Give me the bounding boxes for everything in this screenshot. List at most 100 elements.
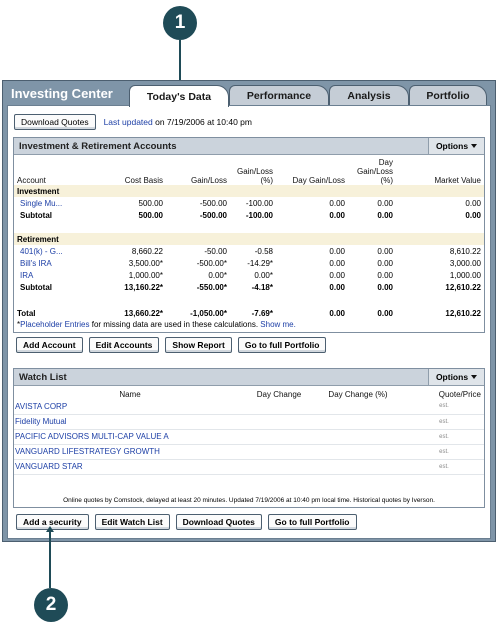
accounts-panel-header: Investment & Retirement Accounts Options <box>14 138 484 155</box>
account-link[interactable]: IRA <box>20 270 34 280</box>
gain-loss-pct-cell: 0.00* <box>254 270 273 280</box>
market-value-cell: 12,610.22 <box>445 282 481 292</box>
chevron-down-icon <box>471 144 478 148</box>
table-row[interactable]: Single Mu... 500.00 -500.00 -100.00 0.00… <box>14 197 484 209</box>
show-report-button[interactable]: Show Report <box>165 337 232 353</box>
col-cost-basis: Cost Basis <box>124 176 163 185</box>
gain-loss-cell: -1,050.00* <box>190 308 227 318</box>
table-row[interactable]: AVISTA CORP est. <box>14 399 484 414</box>
table-row[interactable]: Fidelity Mutual est. <box>14 414 484 429</box>
tab-analysis[interactable]: Analysis <box>329 85 409 106</box>
spacer-row <box>14 293 484 307</box>
table-row[interactable]: PACIFIC ADVISORS MULTI-CAP VALUE A est. <box>14 429 484 444</box>
security-link[interactable]: Fidelity Mutual <box>15 417 67 426</box>
est-label: est. <box>439 403 449 410</box>
col-market-value: Market Value <box>434 176 481 185</box>
footnote-text: for missing data are used in these calcu… <box>91 320 259 329</box>
accounts-options-button[interactable]: Options <box>428 138 484 154</box>
watch-list-options-button[interactable]: Options <box>428 369 484 385</box>
investing-center-window: Investing Center Today's Data Performanc… <box>2 80 496 542</box>
app-title: Investing Center <box>11 86 113 101</box>
col-day-gain-loss: Day Gain/Loss <box>292 176 345 185</box>
spacer-row <box>14 221 484 233</box>
col-gain-loss-pct: Gain/Loss (%) <box>236 167 273 185</box>
table-row[interactable]: 401(k) - G... 8,660.22 -50.00 -0.58 0.00… <box>14 245 484 257</box>
table-row[interactable]: Bill's IRA 3,500.00* -500.00* -14.29* 0.… <box>14 257 484 269</box>
gain-loss-cell: 0.00* <box>208 270 227 280</box>
watch-list-button-row: Add a security Edit Watch List Download … <box>16 514 357 530</box>
day-gain-loss-cell: 0.00 <box>329 308 345 318</box>
day-gain-loss-cell: 0.00 <box>329 246 345 256</box>
security-link[interactable]: VANGUARD STAR <box>15 462 83 471</box>
placeholder-entries-link[interactable]: Placeholder Entries <box>20 320 90 329</box>
group-row-retirement: Retirement <box>14 233 484 245</box>
gain-loss-pct-cell: -14.29* <box>247 258 273 268</box>
cost-basis-cell: 13,160.22* <box>124 282 163 292</box>
day-gain-loss-cell: 0.00 <box>329 258 345 268</box>
accounts-table: Account Cost Basis Gain/Loss Gain/Loss (… <box>14 155 484 319</box>
toolbar: Download Quotes Last updated on 7/19/200… <box>14 114 252 130</box>
day-gain-loss-pct-cell: 0.00 <box>377 198 393 208</box>
col-quote-price: Quote/Price <box>438 390 481 399</box>
add-account-button[interactable]: Add Account <box>16 337 83 353</box>
last-updated-date: on 7/19/2006 at 10:40 pm <box>155 117 252 127</box>
go-to-portfolio-button[interactable]: Go to full Portfolio <box>237 337 327 353</box>
day-gain-loss-pct-cell: 0.00 <box>377 258 393 268</box>
gain-loss-pct-cell: -4.18* <box>251 282 273 292</box>
market-value-cell: 0.00 <box>465 210 481 220</box>
callout-2-pointer <box>49 532 51 588</box>
subtotal-row: Subtotal 13,160.22* -550.00* -4.18* 0.00… <box>14 281 484 293</box>
security-link[interactable]: VANGUARD LIFESTRATEGY GROWTH <box>15 447 160 456</box>
table-row[interactable]: IRA 1,000.00* 0.00* 0.00* 0.00 0.00 1,00… <box>14 269 484 281</box>
callout-2-badge: 2 <box>34 588 68 622</box>
gain-loss-cell: -550.00* <box>196 282 227 292</box>
table-row[interactable]: VANGUARD LIFESTRATEGY GROWTH est. <box>14 444 484 459</box>
title-bar: Investing Center Today's Data Performanc… <box>3 81 495 107</box>
col-name: Name <box>119 390 141 399</box>
account-link[interactable]: 401(k) - G... <box>20 246 63 256</box>
security-link[interactable]: AVISTA CORP <box>15 401 68 411</box>
cost-basis-cell: 500.00 <box>138 198 163 208</box>
gain-loss-cell: -500.00* <box>196 258 227 268</box>
quotes-source-note: Online quotes by Comstock, delayed at le… <box>63 497 435 504</box>
account-link[interactable]: Bill's IRA <box>20 258 52 268</box>
gain-loss-cell: -50.00 <box>204 246 227 256</box>
gain-loss-pct-cell: -0.58 <box>254 246 273 256</box>
last-updated-link[interactable]: Last updated <box>103 117 153 127</box>
watch-list-panel: Watch List Options Name Day Change Day C… <box>13 368 485 508</box>
group-row-investment: Investment <box>14 185 484 197</box>
col-account: Account <box>17 176 46 185</box>
table-row[interactable]: VANGUARD STAR est. <box>14 459 484 474</box>
todays-data-content: Download Quotes Last updated on 7/19/200… <box>7 105 491 539</box>
cost-basis-cell: 13,660.22* <box>124 308 163 318</box>
tab-portfolio[interactable]: Portfolio <box>409 85 487 106</box>
tab-performance[interactable]: Performance <box>229 85 329 106</box>
market-value-cell: 3,000.00 <box>449 258 481 268</box>
download-quotes-button-bottom[interactable]: Download Quotes <box>175 514 262 530</box>
est-label: est. <box>439 448 449 455</box>
gain-loss-pct-cell: -100.00 <box>245 210 273 220</box>
watch-list-header: Watch List Options <box>14 369 484 386</box>
security-link[interactable]: PACIFIC ADVISORS MULTI-CAP VALUE A <box>15 432 169 441</box>
total-label: Total <box>17 308 36 318</box>
tab-todays-data[interactable]: Today's Data <box>129 85 229 107</box>
show-me-link[interactable]: Show me. <box>260 320 296 329</box>
cost-basis-cell: 1,000.00* <box>128 270 163 280</box>
account-link[interactable]: Single Mu... <box>20 198 63 208</box>
accounts-panel: Investment & Retirement Accounts Options… <box>13 137 485 333</box>
watch-list-options-label: Options <box>435 372 469 382</box>
day-gain-loss-pct-cell: 0.00 <box>377 282 393 292</box>
subtotal-label: Subtotal <box>20 210 52 220</box>
edit-watch-list-button[interactable]: Edit Watch List <box>94 514 170 530</box>
go-to-portfolio-button-bottom[interactable]: Go to full Portfolio <box>267 514 357 530</box>
gain-loss-cell: -500.00 <box>199 198 227 208</box>
edit-accounts-button[interactable]: Edit Accounts <box>88 337 160 353</box>
day-gain-loss-pct-cell: 0.00 <box>377 210 393 220</box>
subtotal-label: Subtotal <box>20 282 52 292</box>
group-name: Investment <box>14 185 484 197</box>
watch-list-header-row: Name Day Change Day Change (%) Quote/Pri… <box>14 386 484 399</box>
download-quotes-button[interactable]: Download Quotes <box>14 114 96 130</box>
col-day-change: Day Change <box>256 390 302 399</box>
market-value-cell: 0.00 <box>465 198 481 208</box>
col-gain-loss: Gain/Loss <box>190 176 227 185</box>
